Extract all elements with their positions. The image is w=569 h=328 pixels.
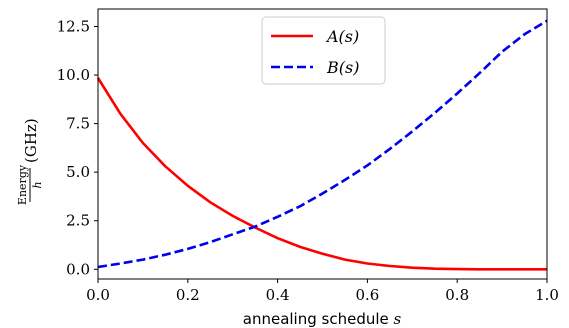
x-tick-label: 0.4 (266, 286, 290, 304)
legend: A(s) B(s) (261, 16, 386, 85)
y-tick-label: 12.5 (57, 17, 90, 35)
series-line-a (96, 77, 547, 271)
x-axis-label-var: s (394, 310, 402, 328)
y-axis-label-unit: (GHz) (22, 118, 40, 163)
legend-label-b: B(s) (326, 58, 359, 77)
axis-ticks: 0.0 0.2 0.4 0.6 0.8 1.0 0.0 2.5 5.0 7.5 10.0 12.5 (57, 17, 559, 304)
x-tick-label: 0.2 (176, 286, 200, 304)
y-tick-label: 2.5 (66, 212, 90, 230)
x-axis-label: annealing schedule s (243, 310, 402, 328)
y-axis-label: Energy h (GHz) (16, 118, 44, 205)
legend-box (261, 16, 386, 85)
y-tick-label: 0.0 (66, 260, 90, 278)
x-tick-label: 1.0 (535, 286, 559, 304)
x-tick-label: 0.8 (445, 286, 469, 304)
y-axis-label-numerator: Energy (16, 164, 29, 205)
x-tick-label: 0.6 (355, 286, 379, 304)
y-axis-label-denominator: h (31, 181, 44, 188)
y-tick-label: 5.0 (66, 163, 90, 181)
plot-frame (97, 8, 548, 280)
y-tick-label: 7.5 (66, 115, 90, 133)
legend-label-a: A(s) (325, 27, 359, 46)
x-tick-label: 0.0 (86, 286, 110, 304)
x-axis-label-text: annealing schedule (243, 310, 389, 328)
series-line-b (97, 19, 548, 269)
y-tick-label: 10.0 (57, 66, 90, 84)
plot-lines (96, 19, 548, 271)
